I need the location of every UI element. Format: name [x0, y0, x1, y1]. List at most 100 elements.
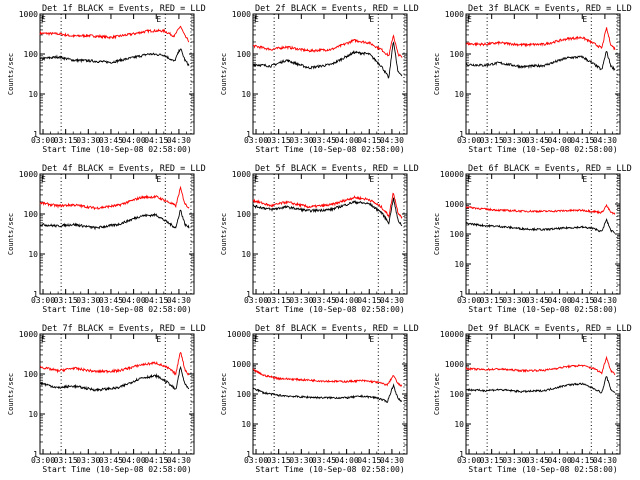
- x-tick-label: 03:15: [480, 296, 504, 305]
- y-tick-label: 1: [459, 450, 464, 459]
- y-tick-label: 1000: [445, 360, 464, 369]
- x-tick-label: 03:00: [31, 136, 55, 145]
- x-tick-label: 03:15: [267, 456, 291, 465]
- x-tick-label: 03:45: [99, 296, 123, 305]
- x-tick-label: 03:00: [31, 296, 55, 305]
- plot-frame: [39, 13, 195, 135]
- series-line-lld: [253, 368, 403, 388]
- y-tick-label: 100: [237, 210, 252, 219]
- y-tick-label: 10: [28, 250, 38, 259]
- series-line-events: [465, 376, 616, 394]
- x-tick-label: 03:00: [31, 456, 55, 465]
- x-tick-label: 04:15: [357, 296, 381, 305]
- x-tick-label: 04:00: [335, 456, 359, 465]
- series-line-lld: [39, 25, 190, 43]
- x-tick-label: 03:30: [502, 296, 526, 305]
- x-tick-label: 03:45: [99, 136, 123, 145]
- x-tick-label: 04:00: [122, 456, 146, 465]
- y-tick-label: 100: [450, 50, 465, 59]
- x-axis-label: Start Time (10-Sep-08 02:58:00): [255, 465, 404, 474]
- corner-marker-label: E: [254, 335, 259, 344]
- chart-title: Det 5f BLACK = Events, RED = LLD: [255, 164, 419, 174]
- x-tick-label: 03:30: [289, 456, 313, 465]
- x-tick-label: 03:15: [267, 296, 291, 305]
- plot-frame: [252, 173, 408, 295]
- y-tick-label: 1000: [445, 10, 464, 19]
- y-axis-label: Counts/sec: [433, 53, 441, 95]
- series-line-events: [39, 48, 190, 67]
- x-tick-label: 03:45: [525, 136, 549, 145]
- y-tick-label: 100: [237, 390, 252, 399]
- y-axis-label: Counts/sec: [433, 213, 441, 255]
- x-axis-label: Start Time (10-Sep-08 02:58:00): [468, 465, 617, 474]
- x-tick-label: 03:15: [54, 296, 78, 305]
- x-tick-label: 04:00: [548, 456, 572, 465]
- y-tick-label: 1: [33, 290, 38, 299]
- y-tick-label: 1000: [232, 360, 251, 369]
- y-tick-label: 10: [241, 90, 251, 99]
- y-axis-label: Counts/sec: [220, 373, 228, 415]
- x-tick-label: 03:30: [76, 136, 100, 145]
- y-tick-label: 10: [28, 410, 38, 419]
- series-line-events: [252, 383, 403, 404]
- y-tick-label: 10: [241, 420, 251, 429]
- x-tick-label: 03:30: [76, 296, 100, 305]
- corner-marker-label: E: [467, 175, 472, 184]
- x-tick-label: 03:15: [480, 456, 504, 465]
- event-marker-label: E: [582, 175, 587, 184]
- event-marker-label: E: [369, 335, 374, 344]
- chart-title: Det 7f BLACK = Events, RED = LLD: [42, 324, 206, 334]
- y-tick-label: 10: [241, 250, 251, 259]
- series-line-events: [252, 197, 403, 227]
- x-tick-label: 04:00: [548, 296, 572, 305]
- y-tick-label: 1000: [232, 170, 251, 179]
- y-tick-label: 1000: [19, 170, 38, 179]
- series-line-events: [39, 209, 190, 231]
- series-line-events: [465, 218, 615, 234]
- y-axis-label: Counts/sec: [7, 373, 15, 415]
- x-tick-label: 04:15: [570, 456, 594, 465]
- y-tick-label: 100: [450, 390, 465, 399]
- series-line-events: [252, 41, 403, 79]
- y-tick-label: 1000: [19, 10, 38, 19]
- event-marker-label: E: [582, 335, 587, 344]
- x-tick-label: 03:45: [312, 456, 336, 465]
- x-tick-label: 03:30: [289, 136, 313, 145]
- y-axis-label: Counts/sec: [433, 373, 441, 415]
- x-tick-label: 03:45: [525, 456, 549, 465]
- y-axis-label: Counts/sec: [7, 213, 15, 255]
- x-axis-label: Start Time (10-Sep-08 02:58:00): [42, 305, 191, 314]
- y-axis-label: Counts/sec: [220, 213, 228, 255]
- x-axis-label: Start Time (10-Sep-08 02:58:00): [468, 145, 617, 154]
- y-tick-label: 100: [24, 50, 39, 59]
- x-axis-label: Start Time (10-Sep-08 02:58:00): [42, 465, 191, 474]
- y-axis-label: Counts/sec: [220, 53, 228, 95]
- y-tick-label: 100: [450, 230, 465, 239]
- x-tick-label: 03:00: [244, 456, 268, 465]
- corner-marker-label: E: [41, 15, 46, 24]
- x-tick-label: 04:15: [144, 296, 168, 305]
- x-tick-label: 04:30: [167, 296, 191, 305]
- x-tick-label: 04:00: [122, 136, 146, 145]
- corner-marker-label: E: [254, 15, 259, 24]
- x-tick-label: 03:30: [289, 296, 313, 305]
- event-marker-label: E: [369, 15, 374, 24]
- x-tick-label: 03:30: [76, 456, 100, 465]
- x-axis-label: Start Time (10-Sep-08 02:58:00): [42, 145, 191, 154]
- y-tick-label: 1: [459, 130, 464, 139]
- event-marker-label: E: [156, 15, 161, 24]
- chart-title: Det 1f BLACK = Events, RED = LLD: [42, 4, 206, 14]
- x-tick-label: 04:30: [167, 136, 191, 145]
- chart-title: Det 4f BLACK = Events, RED = LLD: [42, 164, 206, 174]
- x-axis-label: Start Time (10-Sep-08 02:58:00): [255, 305, 404, 314]
- y-tick-label: 1: [33, 450, 38, 459]
- x-tick-label: 03:00: [457, 456, 481, 465]
- y-tick-label: 1000: [19, 330, 38, 339]
- y-tick-label: 10: [454, 90, 464, 99]
- x-tick-label: 04:15: [357, 136, 381, 145]
